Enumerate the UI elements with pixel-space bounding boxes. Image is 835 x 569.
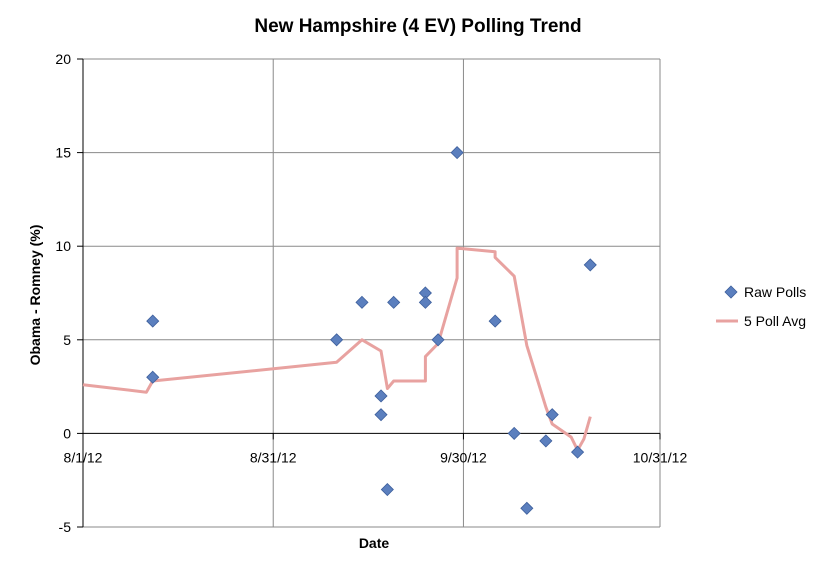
y-tick-label: 5 bbox=[63, 332, 71, 348]
y-tick-labels: -5 0 5 10 15 20 bbox=[55, 51, 71, 535]
raw-poll-point bbox=[450, 146, 464, 160]
raw-poll-point bbox=[374, 389, 388, 403]
y-tick-label: 20 bbox=[55, 51, 71, 67]
raw-poll-point bbox=[488, 314, 502, 328]
y-tick-label: -5 bbox=[59, 519, 72, 535]
raw-poll-point bbox=[431, 333, 445, 347]
x-tick-label: 10/31/12 bbox=[633, 449, 688, 465]
chart-title: New Hampshire (4 EV) Polling Trend bbox=[254, 16, 581, 37]
raw-poll-point bbox=[330, 333, 344, 347]
raw-poll-point bbox=[571, 445, 585, 459]
raw-poll-point bbox=[520, 501, 534, 515]
raw-poll-point bbox=[380, 482, 394, 497]
series-5-poll-avg bbox=[82, 246, 592, 452]
avg-line bbox=[82, 246, 592, 452]
raw-poll-point bbox=[146, 314, 160, 328]
y-tick-label: 0 bbox=[63, 425, 71, 441]
legend-label-5-poll-avg: 5 Poll Avg bbox=[744, 313, 806, 329]
x-tick-label: 8/1/12 bbox=[64, 449, 103, 465]
raw-poll-point bbox=[146, 370, 160, 384]
raw-poll-point bbox=[374, 408, 388, 422]
raw-poll-point bbox=[507, 426, 521, 440]
gridlines bbox=[83, 58, 661, 528]
legend-marker-raw-polls bbox=[724, 285, 738, 299]
axes bbox=[77, 58, 661, 528]
x-tick-label: 8/31/12 bbox=[250, 449, 297, 465]
x-tick-label: 9/30/12 bbox=[440, 449, 487, 465]
y-axis-title: Obama - Romney (%) bbox=[27, 225, 43, 366]
raw-poll-point bbox=[387, 295, 401, 309]
legend-label-raw-polls: Raw Polls bbox=[744, 284, 806, 300]
x-axis-title: Date bbox=[359, 535, 390, 551]
series-raw-polls bbox=[146, 146, 597, 515]
raw-poll-point bbox=[418, 295, 432, 309]
legend: Raw Polls 5 Poll Avg bbox=[716, 284, 806, 329]
raw-poll-point bbox=[539, 434, 553, 448]
y-tick-label: 15 bbox=[55, 145, 71, 161]
x-tick-labels: 8/1/12 8/31/12 9/30/12 10/31/12 bbox=[64, 449, 688, 465]
raw-poll-point bbox=[355, 295, 369, 309]
y-tick-label: 10 bbox=[55, 238, 71, 254]
raw-poll-point bbox=[583, 258, 597, 272]
raw-poll-point bbox=[545, 408, 559, 422]
